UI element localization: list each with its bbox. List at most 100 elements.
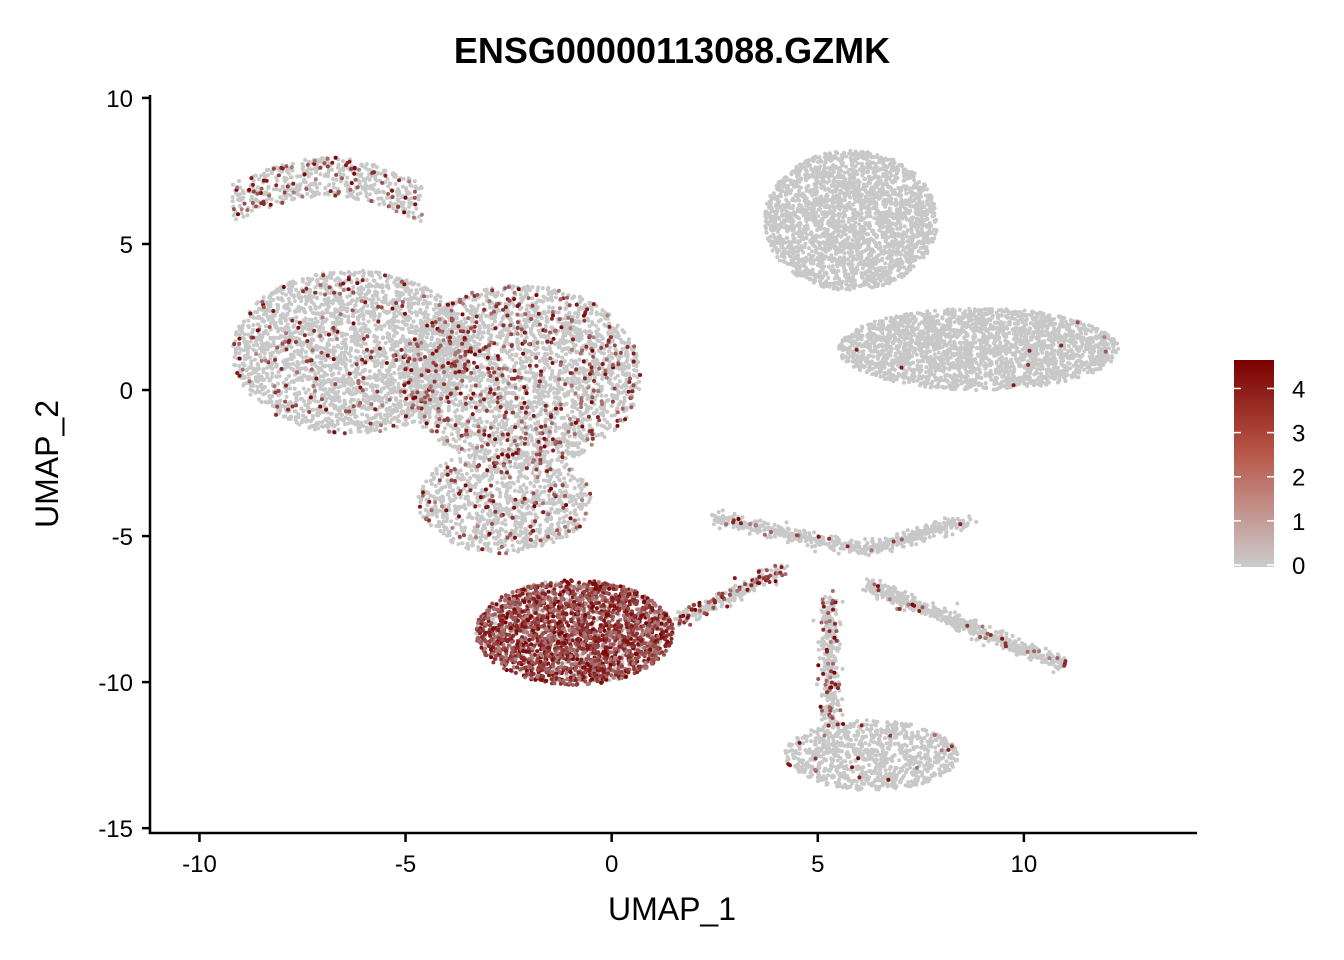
cell-point bbox=[443, 442, 448, 447]
cell-point bbox=[436, 438, 441, 443]
cell-point bbox=[278, 319, 283, 324]
cell-point bbox=[353, 415, 358, 420]
cell-point bbox=[484, 293, 489, 298]
cell-point bbox=[345, 194, 350, 199]
cell-point bbox=[299, 299, 304, 303]
cell-point bbox=[410, 412, 415, 417]
cell-point bbox=[519, 296, 524, 301]
cell-point bbox=[346, 381, 351, 386]
cell-point bbox=[531, 343, 536, 348]
cell-point bbox=[486, 330, 491, 335]
cell-point bbox=[560, 355, 565, 360]
cell-point bbox=[309, 194, 314, 199]
cell-point bbox=[294, 336, 299, 341]
cell-point bbox=[526, 357, 531, 361]
cell-point bbox=[457, 450, 462, 455]
cell-point bbox=[381, 359, 386, 364]
cell-point bbox=[452, 338, 457, 343]
cell-point bbox=[431, 404, 436, 409]
cell-point bbox=[263, 385, 267, 389]
cell-point bbox=[267, 394, 272, 399]
cell-point bbox=[332, 391, 337, 396]
cell-point bbox=[339, 350, 344, 355]
cell-point bbox=[565, 413, 570, 418]
cell-point bbox=[498, 441, 503, 446]
cell-point bbox=[296, 304, 301, 309]
cell-point bbox=[380, 396, 385, 400]
cell-point bbox=[608, 345, 613, 350]
cell-point bbox=[600, 342, 605, 346]
cell-point bbox=[492, 382, 497, 387]
cell-point bbox=[289, 379, 294, 384]
cell-point bbox=[263, 175, 268, 180]
cell-point bbox=[321, 387, 326, 392]
cell-point bbox=[531, 408, 536, 413]
cell-point bbox=[476, 329, 481, 334]
cell-point bbox=[576, 452, 581, 457]
cell-point bbox=[368, 192, 373, 197]
cell-point bbox=[565, 376, 570, 381]
cell-point bbox=[480, 402, 485, 407]
cell-point bbox=[408, 385, 413, 390]
cell-point bbox=[376, 398, 381, 403]
cell-point bbox=[449, 417, 454, 422]
cell-point bbox=[230, 195, 235, 200]
cell-point bbox=[546, 285, 551, 290]
cell-point bbox=[398, 403, 403, 408]
cell-point bbox=[398, 393, 403, 398]
cell-point bbox=[372, 333, 377, 338]
cell-point bbox=[615, 330, 620, 335]
cell-point bbox=[276, 381, 280, 386]
cell-point bbox=[256, 300, 261, 305]
cell-point bbox=[365, 430, 370, 435]
cell-point bbox=[607, 321, 612, 326]
cell-point bbox=[303, 390, 308, 395]
cell-point bbox=[582, 438, 586, 443]
cell-point bbox=[265, 331, 270, 336]
cell-point bbox=[241, 195, 245, 200]
cell-point bbox=[468, 304, 473, 309]
cell-point bbox=[479, 363, 484, 368]
cell-point bbox=[377, 202, 382, 207]
cell-point bbox=[433, 330, 437, 335]
cell-point bbox=[408, 297, 413, 301]
cell-point bbox=[341, 172, 346, 177]
cell-point bbox=[340, 413, 344, 417]
cell-point bbox=[434, 297, 438, 302]
cell-point bbox=[323, 399, 328, 404]
cell-point bbox=[543, 324, 548, 328]
cell-point bbox=[251, 315, 256, 320]
cell-point bbox=[349, 346, 354, 351]
cell-point bbox=[387, 181, 392, 186]
cell-point bbox=[435, 293, 440, 298]
cell-point bbox=[268, 336, 273, 340]
cell-point bbox=[460, 422, 465, 427]
cell-point bbox=[545, 297, 550, 302]
cell-point bbox=[396, 199, 401, 203]
cell-point bbox=[233, 347, 238, 352]
cell-point bbox=[543, 352, 547, 356]
cell-point bbox=[274, 364, 279, 369]
cell-point bbox=[543, 311, 548, 316]
cell-point bbox=[270, 318, 275, 323]
cell-point bbox=[350, 298, 355, 303]
cell-point bbox=[356, 290, 360, 295]
cell-point bbox=[519, 333, 524, 338]
cell-point bbox=[431, 307, 436, 312]
cell-point bbox=[283, 318, 288, 323]
cell-point bbox=[457, 414, 462, 419]
cell-point bbox=[553, 429, 558, 433]
cell-point bbox=[295, 174, 300, 179]
cell-point bbox=[334, 282, 339, 287]
cell-point bbox=[309, 171, 314, 176]
cell-point bbox=[541, 333, 546, 338]
cell-point bbox=[440, 437, 445, 442]
cell-point bbox=[509, 352, 514, 357]
cell-point bbox=[529, 438, 534, 443]
cell-point bbox=[576, 379, 581, 384]
cell-point bbox=[394, 416, 398, 421]
cell-point bbox=[548, 376, 553, 381]
cell-point bbox=[383, 351, 388, 356]
cell-point bbox=[296, 412, 301, 417]
cell-point bbox=[321, 374, 326, 379]
